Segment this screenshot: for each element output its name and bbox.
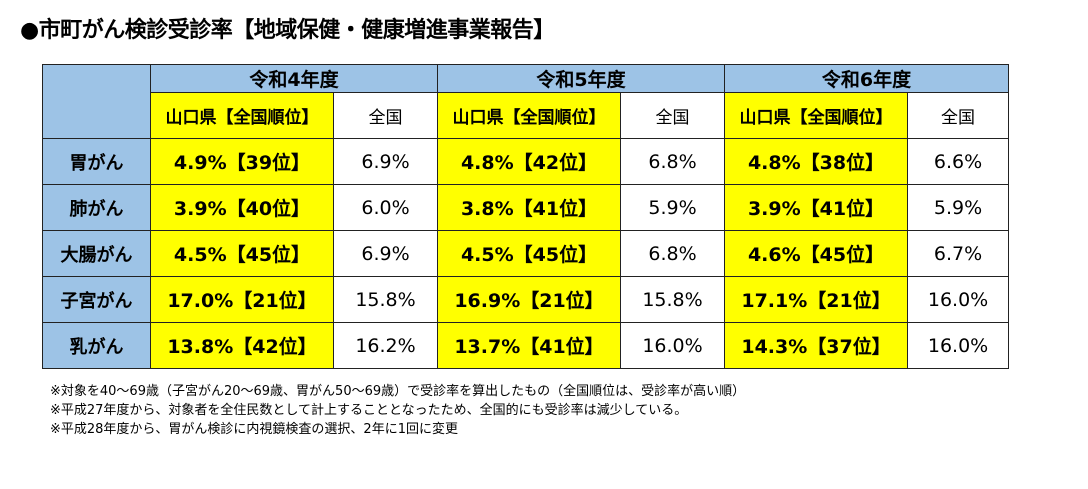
- table-row: 大腸がん 4.5%【45位】 6.9% 4.5%【45位】 6.8% 4.6%【…: [42, 230, 1010, 277]
- yamaguchi-cell: 4.9%【39位】: [150, 138, 334, 185]
- table-row: 胃がん 4.9%【39位】 6.9% 4.8%【42位】 6.8% 4.8%【3…: [42, 138, 1010, 185]
- sub-header-national: 全国: [332, 92, 439, 139]
- national-cell: 6.0%: [332, 184, 439, 231]
- page-title: ●市町がん検診受診率【地域保健・健康増進事業報告】: [20, 18, 555, 43]
- yamaguchi-cell: 4.6%【45位】: [724, 230, 909, 277]
- national-cell: 6.7%: [907, 230, 1010, 277]
- screening-rate-table: 令和4年度 令和5年度 令和6年度 山口県【全国順位】 全国 山口県【全国順位】…: [42, 64, 1010, 369]
- year-header-r4: 令和4年度: [149, 64, 439, 93]
- sub-header-yamaguchi: 山口県【全国順位】: [724, 92, 909, 139]
- yamaguchi-cell: 4.5%【45位】: [150, 230, 334, 277]
- national-cell: 16.0%: [907, 276, 1010, 323]
- table-row: 乳がん 13.8%【42位】 16.2% 13.7%【41位】 16.0% 14…: [42, 322, 1010, 369]
- yamaguchi-cell: 16.9%【21位】: [437, 276, 622, 323]
- national-cell: 15.8%: [620, 276, 726, 323]
- row-label-stomach: 胃がん: [42, 138, 151, 185]
- yamaguchi-cell: 17.1%【21位】: [724, 276, 909, 323]
- table-row: 子宮がん 17.0%【21位】 15.8% 16.9%【21位】 15.8% 1…: [42, 276, 1010, 323]
- national-cell: 5.9%: [907, 184, 1010, 231]
- footnote-target-age: ※対象を40～69歳（子宮がん20～69歳、胃がん50～69歳）で受診率を算出し…: [50, 384, 746, 399]
- yamaguchi-cell: 3.8%【41位】: [437, 184, 622, 231]
- corner-cell: [42, 64, 151, 139]
- sub-header-national: 全国: [620, 92, 726, 139]
- national-cell: 6.9%: [332, 138, 439, 185]
- yamaguchi-cell: 3.9%【41位】: [724, 184, 909, 231]
- sub-header-yamaguchi: 山口県【全国順位】: [150, 92, 334, 139]
- national-cell: 16.0%: [620, 322, 726, 369]
- yamaguchi-cell: 13.7%【41位】: [437, 322, 622, 369]
- national-cell: 15.8%: [332, 276, 439, 323]
- national-cell: 6.9%: [332, 230, 439, 277]
- footnotes: ※対象を40～69歳（子宮がん20～69歳、胃がん50～69歳）で受診率を算出し…: [50, 382, 745, 439]
- row-label-colorectal: 大腸がん: [42, 230, 151, 277]
- yamaguchi-cell: 4.8%【42位】: [437, 138, 622, 185]
- row-label-uterine: 子宮がん: [42, 276, 151, 323]
- footnote-h27-change: ※平成27年度から、対象者を全住民数として計上することとなったため、全国的にも受…: [50, 403, 688, 418]
- national-cell: 6.8%: [620, 138, 726, 185]
- yamaguchi-cell: 4.8%【38位】: [724, 138, 909, 185]
- footnote-h28-change: ※平成28年度から、胃がん検診に内視鏡検査の選択、2年に1回に変更: [50, 422, 458, 437]
- sub-header-row: 山口県【全国順位】 全国 山口県【全国順位】 全国 山口県【全国順位】 全国: [43, 92, 1010, 139]
- yamaguchi-cell: 14.3%【37位】: [724, 322, 909, 369]
- yamaguchi-cell: 3.9%【40位】: [150, 184, 334, 231]
- sub-header-yamaguchi: 山口県【全国順位】: [437, 92, 622, 139]
- national-cell: 6.6%: [907, 138, 1010, 185]
- national-cell: 16.0%: [907, 322, 1010, 369]
- national-cell: 5.9%: [620, 184, 726, 231]
- yamaguchi-cell: 13.8%【42位】: [150, 322, 334, 369]
- year-header-r5: 令和5年度: [437, 64, 726, 93]
- year-header-r6: 令和6年度: [724, 64, 1010, 93]
- national-cell: 6.8%: [620, 230, 726, 277]
- yamaguchi-cell: 4.5%【45位】: [437, 230, 622, 277]
- table-row: 肺がん 3.9%【40位】 6.0% 3.8%【41位】 5.9% 3.9%【4…: [42, 184, 1010, 231]
- yamaguchi-cell: 17.0%【21位】: [150, 276, 334, 323]
- national-cell: 16.2%: [332, 322, 439, 369]
- year-header-row: 令和4年度 令和5年度 令和6年度: [42, 64, 1010, 139]
- row-label-lung: 肺がん: [42, 184, 151, 231]
- sub-header-national: 全国: [907, 92, 1010, 139]
- row-label-breast: 乳がん: [42, 322, 151, 369]
